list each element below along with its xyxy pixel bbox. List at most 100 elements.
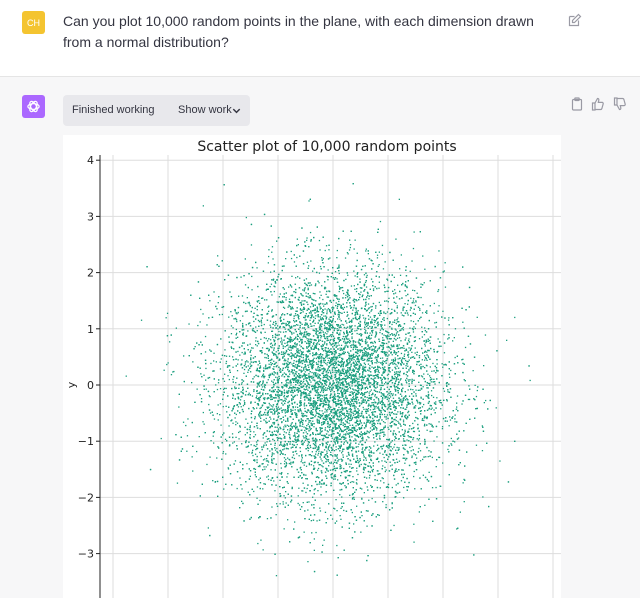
scatter-point <box>353 407 356 409</box>
scatter-point <box>312 299 314 301</box>
scatter-point <box>356 470 358 472</box>
scatter-point <box>316 334 318 336</box>
scatter-point <box>319 398 322 400</box>
scatter-point <box>433 302 435 305</box>
scatter-point <box>345 327 347 329</box>
scatter-point <box>311 423 313 425</box>
scatter-point <box>264 458 266 460</box>
scatter-point <box>303 375 305 377</box>
scatter-point <box>255 441 258 443</box>
scatter-point <box>305 474 307 476</box>
scatter-point <box>358 339 360 342</box>
scatter-point <box>327 339 329 341</box>
scatter-point <box>360 463 362 466</box>
scatter-point <box>348 399 350 402</box>
scatter-point <box>205 379 207 381</box>
scatter-point <box>287 409 289 411</box>
scatter-point <box>351 374 353 376</box>
scatter-point <box>356 300 358 302</box>
scatter-point <box>369 409 372 411</box>
scatter-point <box>432 362 434 365</box>
scatter-point <box>411 378 413 380</box>
clipboard-icon[interactable] <box>570 97 584 111</box>
scatter-point <box>312 342 315 345</box>
scatter-point <box>368 298 370 300</box>
scatter-point <box>407 452 409 454</box>
scatter-point <box>284 358 286 360</box>
scatter-point <box>279 293 281 295</box>
scatter-point <box>325 293 327 295</box>
scatter-point <box>296 343 298 345</box>
scatter-point <box>350 285 353 287</box>
scatter-point <box>262 549 264 551</box>
scatter-point <box>454 328 457 330</box>
scatter-point <box>339 382 341 384</box>
scatter-point <box>412 320 415 323</box>
scatter-point <box>310 446 312 449</box>
scatter-point <box>395 332 398 334</box>
scatter-point <box>422 386 424 388</box>
scatter-point <box>476 316 478 318</box>
scatter-point <box>334 508 336 510</box>
scatter-point <box>391 448 394 450</box>
scatter-point <box>338 396 340 398</box>
scatter-point <box>382 397 384 399</box>
scatter-point <box>383 342 386 345</box>
scatter-point <box>385 312 387 315</box>
scatter-point <box>369 353 372 356</box>
thumbs-up-icon[interactable] <box>591 97 605 111</box>
scatter-point <box>302 327 304 329</box>
scatter-point <box>361 498 363 500</box>
scatter-point <box>372 375 374 377</box>
scatter-point <box>273 366 275 368</box>
scatter-point <box>327 279 329 281</box>
scatter-point <box>291 353 294 355</box>
chevron-down-icon[interactable] <box>231 105 242 116</box>
thumbs-down-icon[interactable] <box>613 97 627 111</box>
scatter-point <box>275 397 277 399</box>
scatter-point <box>311 377 313 379</box>
scatter-point <box>436 436 438 438</box>
scatter-point <box>383 482 385 484</box>
scatter-point <box>427 456 429 458</box>
scatter-point <box>175 327 177 329</box>
scatter-point <box>437 338 439 340</box>
edit-icon[interactable] <box>568 13 584 29</box>
scatter-point <box>349 361 351 364</box>
scatter-point <box>221 306 223 308</box>
scatter-point <box>327 362 329 364</box>
scatter-point <box>329 362 331 365</box>
scatter-point <box>381 327 383 329</box>
scatter-point <box>342 409 344 411</box>
scatter-point <box>356 363 358 365</box>
scatter-point <box>328 462 331 464</box>
scatter-point <box>307 339 309 342</box>
scatter-point <box>397 361 399 364</box>
scatter-point <box>394 469 396 472</box>
scatter-point <box>383 413 386 416</box>
scatter-point <box>316 421 318 423</box>
scatter-point <box>256 309 258 311</box>
scatter-point <box>349 447 351 449</box>
scatter-point <box>361 393 363 395</box>
scatter-point <box>291 369 294 372</box>
scatter-point <box>259 302 261 304</box>
scatter-point <box>225 387 227 390</box>
scatter-point <box>305 465 308 467</box>
scatter-point <box>394 413 396 415</box>
scatter-point <box>272 258 274 260</box>
scatter-point <box>377 398 380 400</box>
scatter-point <box>326 336 328 338</box>
scatter-point <box>344 342 346 344</box>
scatter-point <box>213 291 215 293</box>
show-work-button[interactable]: Show work <box>178 104 232 116</box>
scatter-point <box>319 416 322 418</box>
scatter-point <box>361 387 364 390</box>
scatter-point <box>236 370 239 372</box>
scatter-point <box>361 368 364 370</box>
scatter-point <box>358 328 360 330</box>
scatter-point <box>442 462 444 464</box>
scatter-point <box>320 431 323 433</box>
scatter-point <box>407 435 409 437</box>
scatter-point <box>425 456 427 458</box>
